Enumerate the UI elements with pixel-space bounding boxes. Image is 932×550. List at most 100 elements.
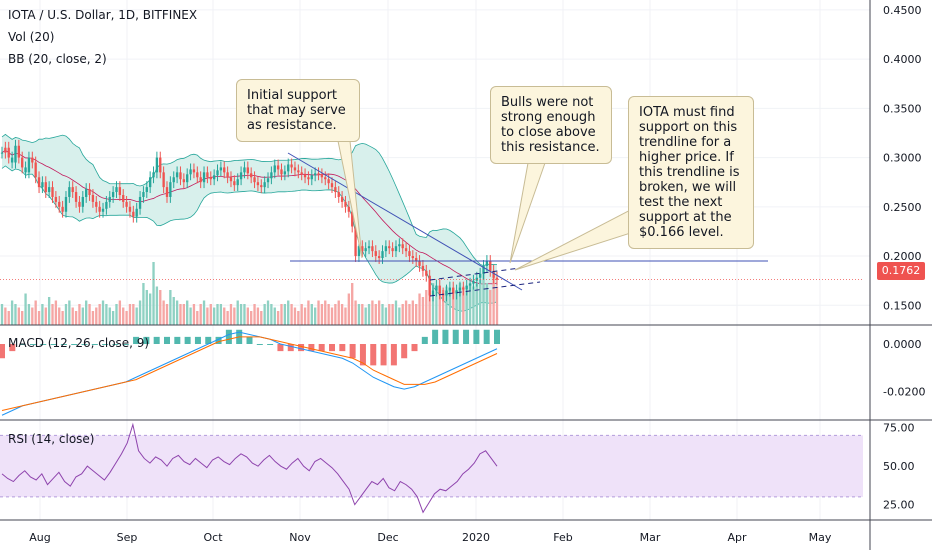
candle-body [34, 162, 37, 178]
price-tick-label: 0.1500 [883, 299, 922, 312]
volume-bar [357, 304, 361, 325]
candle-body [297, 170, 300, 173]
volume-bar [138, 300, 142, 325]
price-tick-label: 0.3000 [883, 152, 922, 165]
volume-bar [455, 290, 458, 325]
candle-body [465, 285, 468, 290]
candle-body [485, 260, 489, 266]
macd-histogram-bar [29, 344, 36, 345]
volume-bar [51, 304, 54, 325]
callout-pointer [509, 162, 546, 264]
annotation-trendline: IOTA must find support on this trendline… [628, 96, 754, 249]
macd-histogram-bar [401, 344, 408, 359]
macd-histogram-bar [215, 336, 222, 344]
volume-bar [219, 304, 223, 325]
volume-bar [320, 304, 324, 325]
volume-bar [192, 304, 196, 325]
volume-legend: Vol (20) [8, 30, 55, 44]
volume-bar [246, 307, 249, 325]
volume-bar [250, 311, 253, 325]
candle-body [85, 189, 88, 197]
volume-bar [303, 307, 307, 325]
macd-histogram-bar [298, 344, 305, 352]
volume-bar [169, 290, 172, 325]
volume-bar [398, 307, 401, 325]
volume-bar [37, 311, 41, 325]
volume-bar [118, 300, 122, 325]
volume-bar [485, 283, 489, 325]
price-tick-label: 0.2500 [883, 201, 922, 214]
volume-bar [159, 290, 162, 325]
candle-body [128, 206, 132, 212]
rsi-band-fill [0, 435, 863, 497]
volume-bar [475, 283, 478, 325]
macd-histogram-bar [483, 329, 490, 344]
candle-body [280, 169, 283, 175]
volume-bar [239, 304, 243, 325]
macd-histogram-bar [91, 344, 98, 345]
candle-body [58, 201, 61, 207]
volume-bar [108, 307, 111, 325]
candle-body [44, 182, 47, 193]
macd-histogram-bar [432, 329, 439, 344]
volume-bar [148, 293, 152, 325]
candle-body [47, 187, 51, 193]
volume-bar [327, 304, 330, 325]
volume-bar [152, 262, 155, 325]
volume-bar [243, 304, 246, 325]
candle-body [212, 175, 216, 180]
volume-bar [199, 304, 202, 325]
candle-body [492, 270, 495, 278]
volume-bar [95, 307, 98, 325]
candle-body [391, 248, 394, 252]
candles [0, 139, 499, 302]
candle-body [246, 167, 249, 174]
volume-bar [155, 286, 159, 325]
volume-bar [24, 293, 27, 325]
candle-body [162, 172, 165, 188]
volume-bar [41, 304, 44, 325]
volume-bar [287, 300, 290, 325]
volume-bar [165, 304, 169, 325]
candle-body [310, 175, 313, 180]
candle-body [462, 287, 465, 290]
macd-histogram-bar [277, 344, 284, 352]
candle-body [31, 157, 34, 163]
x-tick-label: Dec [377, 531, 398, 544]
candle-body [458, 287, 462, 291]
candle-body [236, 179, 239, 186]
volume-bar [324, 300, 327, 325]
volume-bar [293, 307, 297, 325]
volume-bar [128, 304, 132, 325]
volume-bar [236, 300, 239, 325]
volume-bar [44, 307, 47, 325]
candle-body [54, 196, 58, 202]
volume-bar [276, 311, 280, 325]
candle-body [10, 157, 14, 163]
volume-bar [216, 304, 219, 325]
candle-body [361, 246, 364, 252]
candle-body [7, 147, 10, 158]
volume-bar [462, 286, 465, 325]
macd-histogram-bar [81, 344, 88, 345]
price-tick-label: 0.2000 [883, 250, 922, 263]
candle-body [196, 172, 199, 178]
volume-bar [209, 304, 212, 325]
macd-histogram-bar [494, 329, 500, 344]
macd-histogram-bar [359, 344, 366, 366]
candle-body [421, 265, 425, 271]
macd-signal-line [1, 336, 498, 411]
annotation-initial-support: Initial support that may serve as resist… [236, 79, 360, 142]
candle-body [206, 172, 209, 178]
candle-body [448, 287, 452, 291]
macd-histogram-bar [246, 336, 253, 344]
macd-histogram-bar [473, 329, 480, 344]
macd-histogram-bar [153, 336, 160, 344]
macd-histogram-bar [143, 336, 150, 344]
volume-bar [367, 304, 371, 325]
candle-body [95, 201, 98, 207]
candle-body [283, 171, 287, 175]
candle-body [61, 206, 64, 212]
candle-body [14, 145, 17, 163]
candle-body [401, 244, 404, 249]
